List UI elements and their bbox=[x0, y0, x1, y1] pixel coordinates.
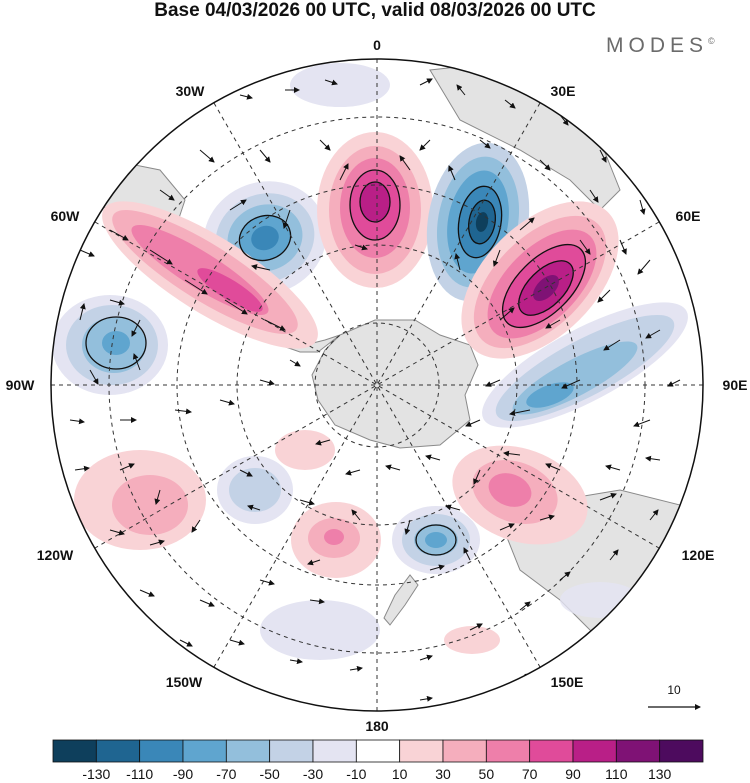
colorbar-tick-label: 90 bbox=[565, 766, 581, 782]
colorbar-swatch bbox=[485, 739, 531, 763]
colorbar-tick-label: -10 bbox=[346, 766, 366, 782]
negative-band-90e bbox=[482, 302, 688, 428]
contour-lines bbox=[85, 169, 587, 556]
brand-name: MODES bbox=[606, 34, 709, 57]
colorbar-tick-label: 50 bbox=[479, 766, 495, 782]
lon-label-30e: 30E bbox=[551, 83, 576, 99]
lon-label-120w: 120W bbox=[37, 547, 74, 563]
colorbar-swatch bbox=[399, 739, 444, 763]
lon-label-120e: 120E bbox=[682, 547, 715, 563]
lon-label-60w: 60W bbox=[51, 208, 81, 224]
colorbar-swatch bbox=[139, 739, 184, 763]
lon-label-180: 180 bbox=[365, 718, 389, 734]
reference-vector-label: 10 bbox=[667, 683, 681, 697]
colorbar-swatch bbox=[572, 739, 617, 763]
colorbar-tick-label: -130 bbox=[82, 766, 110, 782]
colorbar-swatch bbox=[182, 739, 227, 763]
positive-anomaly-center-110w bbox=[74, 450, 206, 550]
modes-logo: MODES© bbox=[606, 34, 715, 58]
negative-anomaly-center-150e bbox=[392, 506, 480, 574]
colorbar-tick-label: -50 bbox=[260, 766, 280, 782]
lon-label-150e: 150E bbox=[551, 674, 584, 690]
colorbar-tick-label: 130 bbox=[648, 766, 672, 782]
colorbar-swatch bbox=[615, 739, 661, 763]
positive-anomaly-center-0 bbox=[317, 132, 433, 288]
colorbar-swatch bbox=[312, 739, 357, 763]
lon-label-150w: 150W bbox=[166, 674, 203, 690]
lon-label-60e: 60E bbox=[676, 208, 701, 224]
colorbar-tick-label: 10 bbox=[392, 766, 408, 782]
graticule bbox=[51, 59, 703, 711]
new-zealand-land bbox=[383, 574, 419, 626]
colorbar-swatch bbox=[442, 739, 487, 763]
lon-label-30w: 30W bbox=[176, 83, 206, 99]
antarctica-land bbox=[311, 319, 479, 449]
lon-label-90w: 90W bbox=[6, 377, 36, 393]
colorbar-swatch bbox=[659, 739, 704, 763]
colorbar-swatch bbox=[225, 739, 271, 763]
colorbar-swatch bbox=[529, 739, 574, 763]
negative-anomaly-center-140w bbox=[217, 456, 293, 524]
negative-anomaly-center-80w bbox=[52, 295, 168, 395]
colorbar-tick-label: 110 bbox=[605, 766, 628, 782]
lon-label-90e: 90E bbox=[723, 377, 748, 393]
reference-vector: 10 bbox=[648, 683, 701, 710]
colorbar-tick-label: 30 bbox=[435, 766, 451, 782]
map-title: Base 04/03/2026 00 UTC, valid 08/03/2026… bbox=[154, 0, 596, 21]
colorbar-tick-label: -30 bbox=[303, 766, 323, 782]
lon-label-0: 0 bbox=[373, 37, 381, 53]
colorbar-swatch bbox=[95, 739, 141, 763]
map-border bbox=[50, 58, 704, 712]
positive-anomaly-center-110e bbox=[452, 445, 588, 545]
map-plot-area bbox=[51, 59, 703, 711]
positive-anomaly-center-170w bbox=[291, 502, 381, 578]
colorbar-swatch bbox=[355, 739, 401, 763]
copyright-mark: © bbox=[708, 36, 715, 46]
negative-anomaly-center-30w bbox=[203, 181, 327, 295]
colorbar: -130 -110 -90 -70 -50 -30 -10 10 30 50 70 90 110 130 bbox=[52, 739, 704, 782]
colorbar-tick-label: -90 bbox=[173, 766, 193, 782]
colorbar-tick-label: -70 bbox=[216, 766, 236, 782]
colorbar-tick-label: 70 bbox=[522, 766, 538, 782]
longitude-labels: 0 30W 30E 60W 60E 90W 90E 120W 120E 150W… bbox=[6, 37, 748, 734]
colorbar-tick-label: -110 bbox=[126, 766, 153, 782]
colorbar-swatch bbox=[52, 739, 97, 763]
colorbar-swatch bbox=[269, 739, 314, 763]
wind-vectors bbox=[69, 78, 681, 705]
